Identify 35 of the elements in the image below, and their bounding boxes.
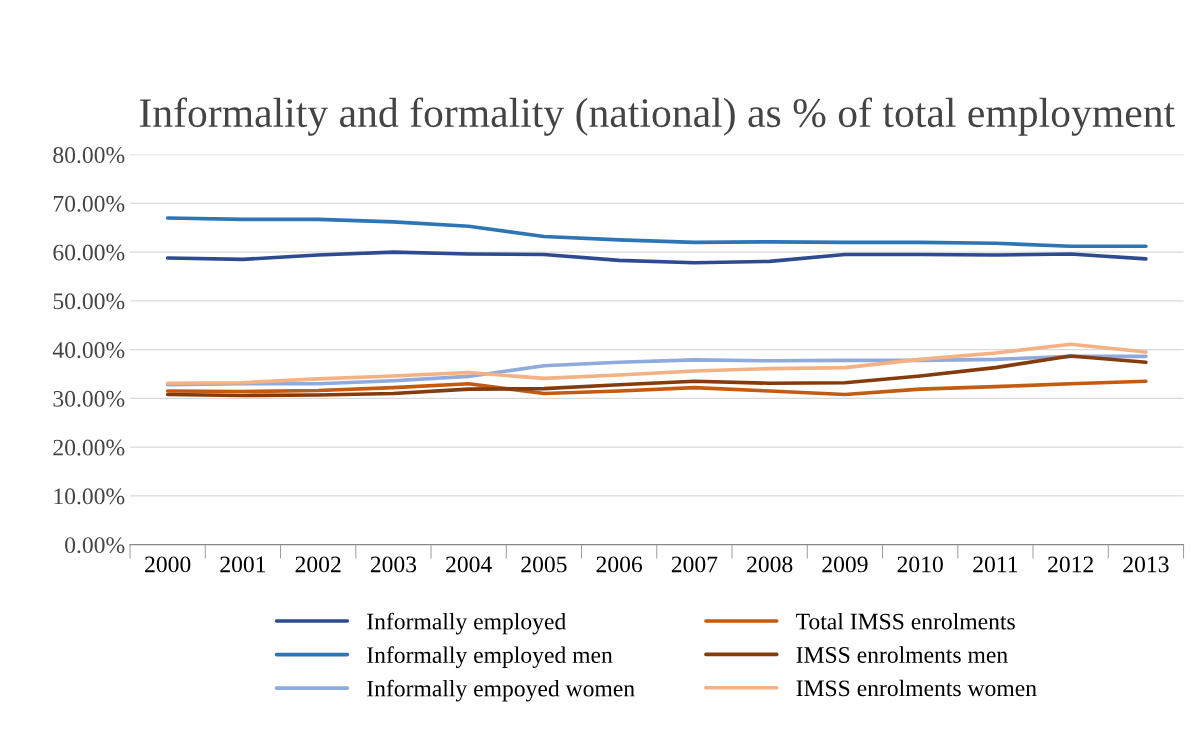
x-tick-label: 2003 bbox=[370, 556, 417, 573]
y-tick-label: 70.00% bbox=[53, 195, 125, 212]
legend-label: IMSS enrolments women bbox=[796, 679, 1037, 697]
y-tick-label: 80.00% bbox=[53, 147, 125, 164]
y-tick-label: 20.00% bbox=[53, 439, 125, 456]
line-series bbox=[165, 250, 1148, 265]
x-tick-label: 2010 bbox=[897, 556, 943, 573]
y-tick-label: 40.00% bbox=[52, 342, 125, 359]
line-series bbox=[165, 342, 1148, 386]
line-series bbox=[165, 379, 1148, 397]
legend-label: Total IMSS enrolments bbox=[796, 612, 1015, 630]
y-tick-label: 60.00% bbox=[53, 244, 125, 261]
y-tick-label: 30.00% bbox=[53, 390, 125, 407]
x-tick-label: 2012 bbox=[1048, 556, 1093, 573]
legend-label: IMSS enrolments men bbox=[796, 646, 1008, 663]
line-series bbox=[165, 216, 1148, 249]
y-tick-label: 0.00% bbox=[65, 537, 125, 554]
x-tick-label: 2001 bbox=[220, 556, 266, 573]
chart-title: Informality and formality (national) as % of total employment bbox=[139, 97, 1175, 136]
x-tick-label: 2009 bbox=[822, 556, 868, 573]
x-tick-label: 2013 bbox=[1123, 556, 1169, 573]
x-tick-label: 2007 bbox=[671, 556, 718, 573]
legend-label: Informally employed men bbox=[367, 646, 613, 668]
y-tick-label: 50.00% bbox=[53, 293, 125, 310]
x-tick-label: 2000 bbox=[145, 556, 191, 573]
legend-label: Informally empoyed women bbox=[367, 679, 635, 702]
x-tick-label: 2002 bbox=[295, 556, 341, 573]
x-tick-label: 2006 bbox=[596, 556, 643, 573]
x-tick-label: 2004 bbox=[446, 556, 492, 573]
x-tick-label: 2011 bbox=[973, 556, 1018, 573]
y-tick-label: 10.00% bbox=[54, 488, 125, 505]
x-tick-label: 2008 bbox=[747, 556, 793, 573]
legend-label: Informally employed bbox=[367, 612, 566, 635]
line-series bbox=[165, 354, 1148, 398]
x-tick-label: 2005 bbox=[521, 556, 567, 573]
